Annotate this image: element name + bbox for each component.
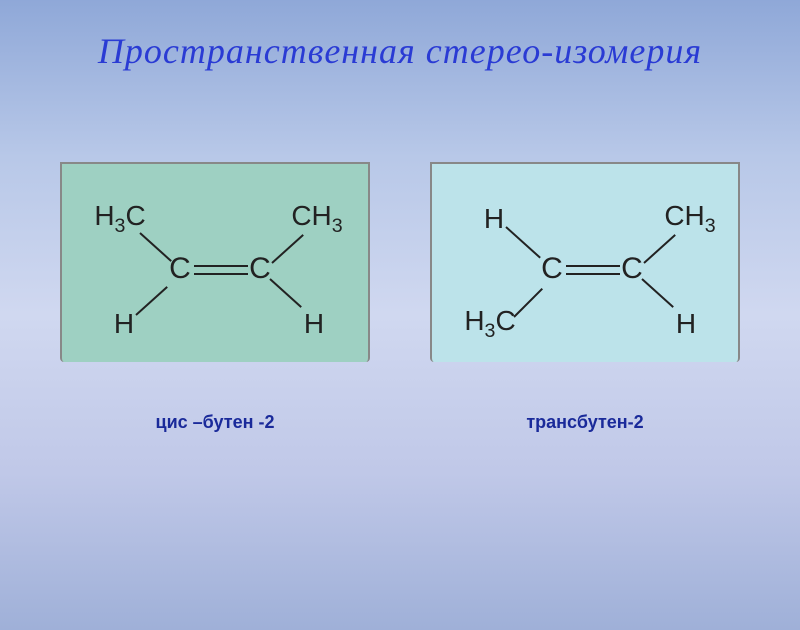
panel-trans: HCH3CCH3CH	[430, 162, 740, 362]
atom-ch3_r: CH3	[664, 200, 715, 238]
atom-h_ul: H	[484, 203, 504, 235]
bond	[194, 273, 248, 275]
atom-h_lr: H	[676, 308, 696, 340]
bond	[269, 278, 302, 308]
bond	[643, 234, 676, 264]
atom-h_r: H	[304, 308, 324, 340]
atom-c_r: C	[621, 252, 643, 286]
atom-c_r: C	[249, 252, 271, 286]
panel-cis: H3C CH3 C C H H	[60, 162, 370, 362]
bond	[641, 278, 674, 308]
bond	[271, 234, 304, 264]
atom-h3c_l: H3C	[464, 305, 515, 343]
atom-c_l: C	[169, 252, 191, 286]
bond	[513, 288, 543, 318]
labels-row: цис –бутен -2 трансбутен-2	[0, 412, 800, 433]
bond	[194, 265, 248, 267]
atom-c_l: C	[541, 252, 563, 286]
molecule-cis: H3C CH3 C C H H	[62, 164, 368, 362]
bond	[566, 265, 620, 267]
atom-h3c_l: H3C	[94, 200, 145, 238]
bond	[505, 226, 541, 258]
page-title: Пространственная стерео-изомерия	[0, 30, 800, 72]
molecule-trans: HCH3CCH3CH	[432, 164, 738, 362]
label-trans: трансбутен-2	[430, 412, 740, 433]
atom-ch3_r: CH3	[291, 200, 342, 238]
bond	[566, 273, 620, 275]
diagram-panels: H3CCH3CCHH HCH3CCH3CH	[0, 162, 800, 362]
label-cis: цис –бутен -2	[60, 412, 370, 433]
bond	[135, 286, 168, 316]
atom-h_l: H	[114, 308, 134, 340]
